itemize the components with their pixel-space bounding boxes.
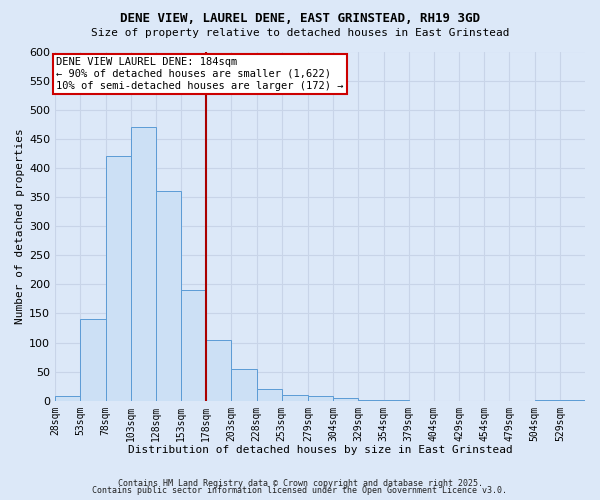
Bar [232,368,257,400]
Bar [181,290,206,401]
Text: Contains public sector information licensed under the Open Government Licence v3: Contains public sector information licen… [92,486,508,495]
Bar [257,389,282,400]
Bar [106,156,131,400]
Bar [156,191,181,400]
Text: DENE VIEW, LAUREL DENE, EAST GRINSTEAD, RH19 3GD: DENE VIEW, LAUREL DENE, EAST GRINSTEAD, … [120,12,480,26]
X-axis label: Distribution of detached houses by size in East Grinstead: Distribution of detached houses by size … [128,445,512,455]
Text: Contains HM Land Registry data © Crown copyright and database right 2025.: Contains HM Land Registry data © Crown c… [118,478,482,488]
Bar [206,340,232,400]
Bar [308,396,333,400]
Text: DENE VIEW LAUREL DENE: 184sqm
← 90% of detached houses are smaller (1,622)
10% o: DENE VIEW LAUREL DENE: 184sqm ← 90% of d… [56,58,344,90]
Text: Size of property relative to detached houses in East Grinstead: Size of property relative to detached ho… [91,28,509,38]
Bar [55,396,80,400]
Bar [80,319,106,400]
Bar [282,395,308,400]
Y-axis label: Number of detached properties: Number of detached properties [15,128,25,324]
Bar [131,127,156,400]
Bar [333,398,358,400]
